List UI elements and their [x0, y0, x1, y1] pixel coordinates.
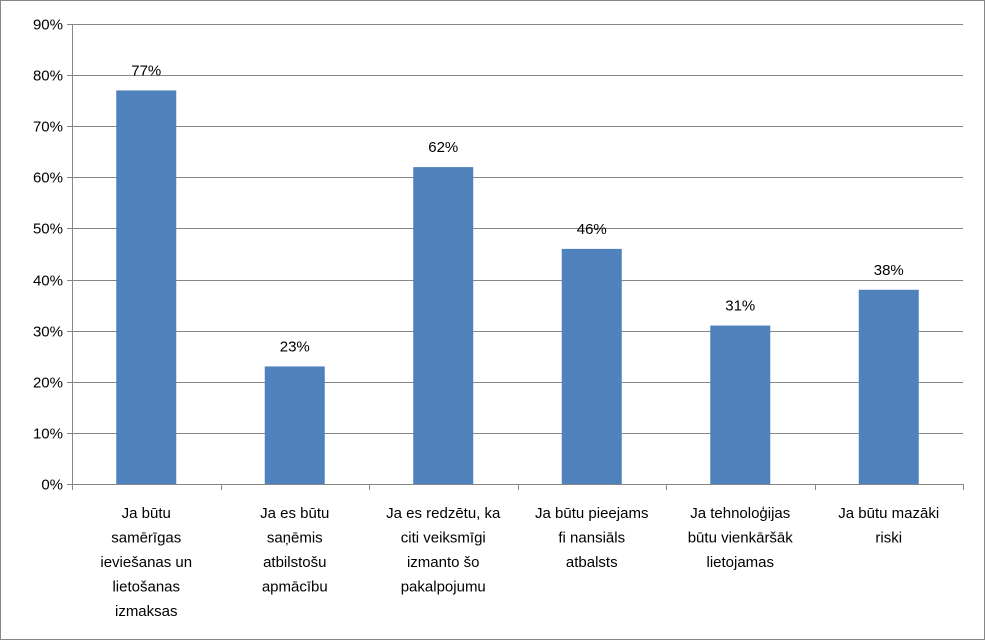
x-tick-label: izmaksas [115, 603, 178, 620]
data-label: 38% [874, 262, 904, 279]
x-tick-label: izmanto šo [407, 554, 480, 571]
x-tick-label: atbalsts [566, 554, 618, 571]
x-tick-label: lietošanas [112, 579, 180, 596]
data-label: 23% [280, 338, 310, 355]
y-tick-label: 30% [33, 324, 63, 341]
x-tick-label: fi nansiāls [558, 530, 625, 547]
x-tick-label: ieviešanas un [100, 554, 192, 571]
data-label: 31% [725, 298, 755, 315]
x-tick-label: riski [875, 530, 902, 547]
y-tick-label: 10% [33, 426, 63, 443]
x-tick-label: pakalpojumu [401, 579, 486, 596]
y-tick-label: 80% [33, 68, 63, 85]
x-tick-label: Ja tehnoloģijas [690, 505, 790, 522]
y-tick-label: 60% [33, 170, 63, 187]
data-label: 77% [131, 62, 161, 79]
x-tick-label: Ja būtu [122, 505, 171, 522]
bar [561, 248, 622, 484]
data-label: 46% [577, 221, 607, 238]
bar [264, 366, 325, 484]
data-label: 62% [428, 139, 458, 156]
x-tick-label: atbilstošu [263, 554, 326, 571]
x-tick-label: lietojamas [706, 554, 774, 571]
bar [858, 289, 919, 484]
bar [710, 325, 771, 484]
x-tick-label: citi veiksmīgi [401, 530, 486, 547]
x-tick-label: samērīgas [111, 530, 181, 547]
y-tick-label: 50% [33, 221, 63, 238]
y-tick-label: 40% [33, 273, 63, 290]
y-tick-label: 0% [41, 477, 63, 494]
x-tick-label: Ja es būtu [260, 505, 329, 522]
y-tick-label: 90% [33, 17, 63, 34]
x-tick-label: būtu vienkāršāk [688, 530, 794, 547]
y-tick-label: 20% [33, 375, 63, 392]
x-tick-label: Ja būtu pieejams [535, 505, 648, 522]
x-tick-label: apmācību [262, 579, 328, 596]
x-tick-label: saņēmis [267, 530, 323, 547]
y-tick-label: 70% [33, 119, 63, 136]
x-tick-label: Ja būtu mazāki [838, 505, 939, 522]
bar [116, 90, 177, 484]
x-tick-label: Ja es redzētu, ka [386, 505, 501, 522]
bar [413, 167, 474, 484]
